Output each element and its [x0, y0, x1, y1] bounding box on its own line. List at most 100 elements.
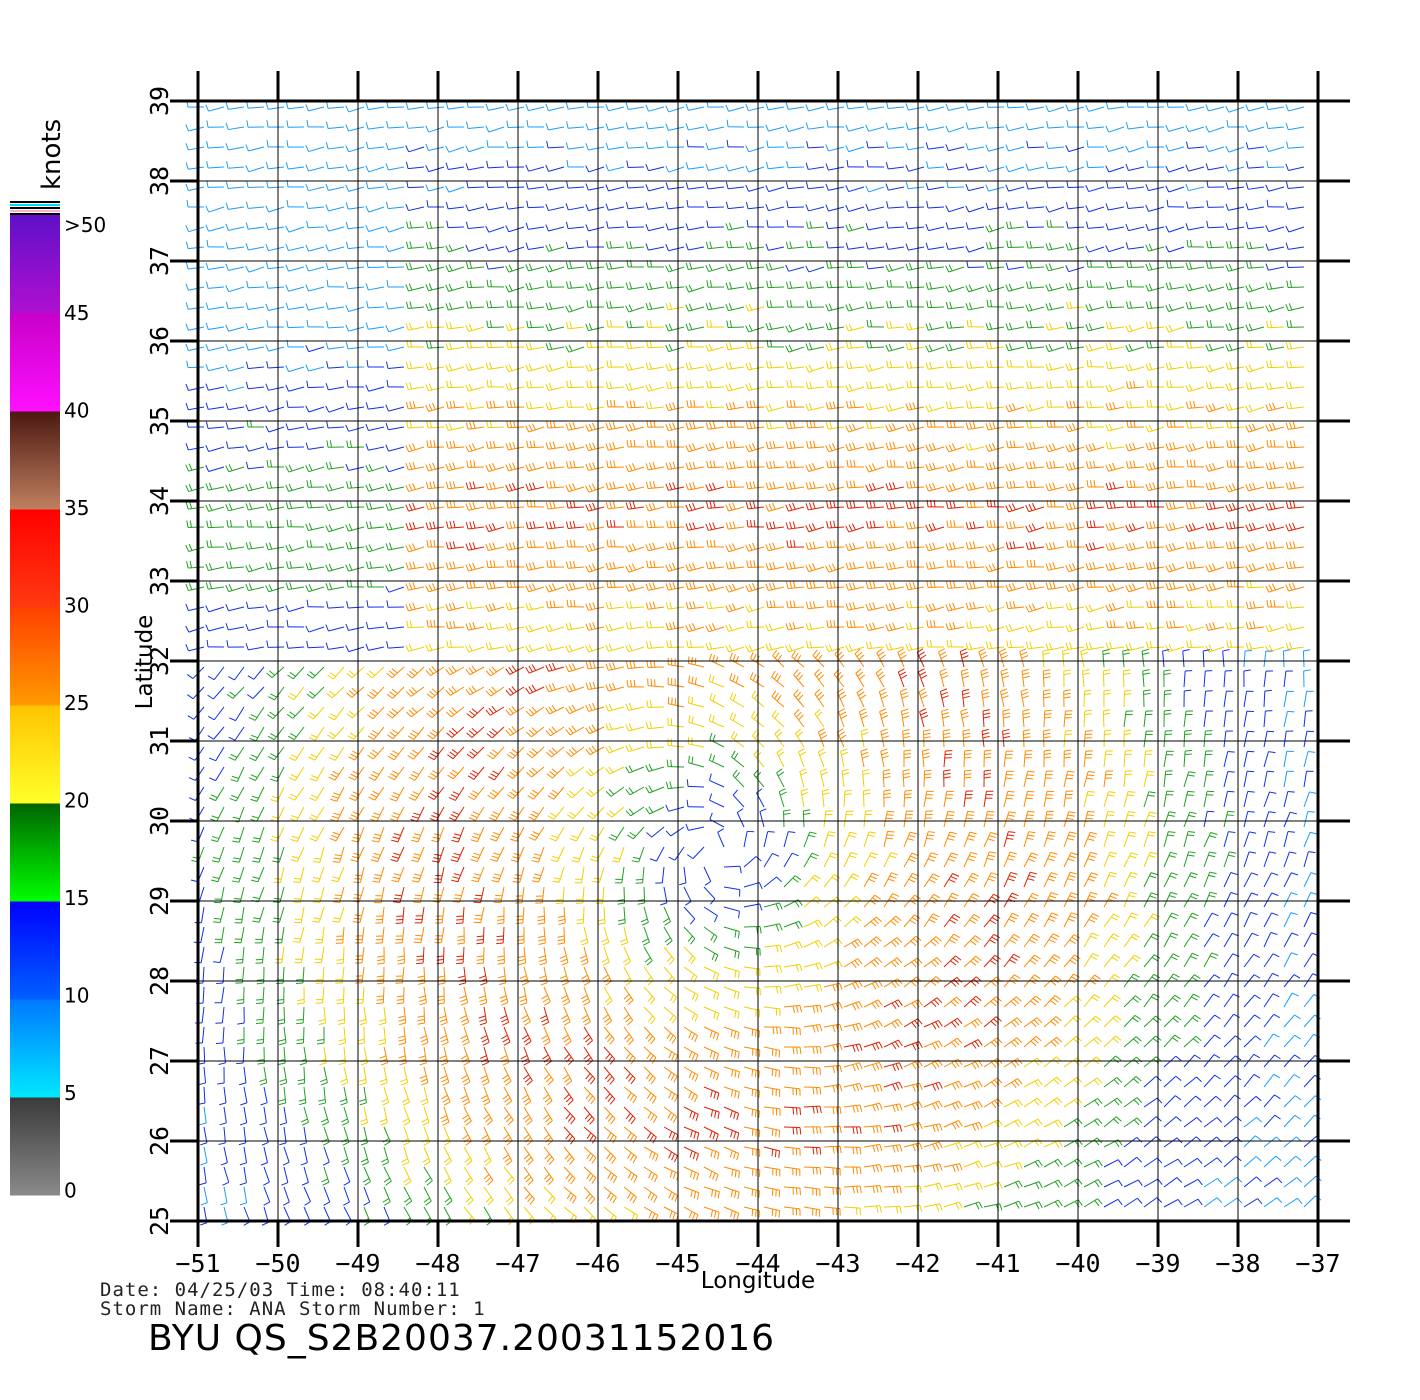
wind-barb: [1226, 183, 1244, 190]
wind-barb: [1004, 1079, 1022, 1088]
wind-barb: [864, 1000, 882, 1009]
wind-barb: [366, 385, 384, 391]
wind-barb: [779, 789, 786, 807]
wind-barb: [240, 1167, 247, 1185]
wind-barb: [1084, 1138, 1102, 1147]
wind-barb: [986, 225, 1004, 232]
wind-barb: [446, 364, 464, 371]
wind-barb: [1266, 541, 1284, 549]
wind-barb: [667, 281, 684, 288]
wind-barb: [1144, 771, 1155, 787]
wind-barb: [1144, 1057, 1161, 1067]
wind-barb: [484, 1167, 493, 1185]
wind-barb: [1204, 671, 1212, 687]
wind-barb: [1184, 690, 1191, 707]
wind-barb: [484, 1147, 491, 1165]
wind-barb: [886, 423, 904, 431]
wind-barb: [1204, 953, 1218, 967]
wind-barb: [270, 827, 284, 841]
wind-barb: [924, 1204, 942, 1211]
wind-barb: [668, 697, 684, 707]
wind-barb: [483, 1107, 492, 1125]
wind-barb: [1244, 751, 1254, 767]
wind-barb: [1246, 183, 1264, 190]
wind-barb: [766, 461, 784, 468]
wind-barb: [1164, 690, 1171, 707]
wind-barb: [1084, 1057, 1102, 1067]
wind-barb: [266, 543, 284, 550]
wind-barb: [766, 103, 784, 110]
wind-barb: [279, 1127, 286, 1145]
wind-barb: [543, 1107, 552, 1125]
wind-barb: [506, 521, 524, 528]
wind-barb: [847, 261, 864, 268]
wind-barb: [1186, 401, 1204, 408]
wind-barb: [428, 787, 444, 800]
wind-barb: [646, 786, 664, 793]
wind-barb: [1086, 205, 1104, 211]
wind-barb: [1204, 1198, 1222, 1207]
wind-barb: [824, 811, 833, 827]
wind-barb: [884, 831, 895, 847]
wind-barb: [786, 325, 804, 332]
wind-barb: [1062, 649, 1069, 667]
wind-barb: [786, 482, 804, 490]
wind-barb: [1144, 934, 1159, 947]
wind-barb: [466, 482, 484, 490]
wind-barb: [1204, 934, 1219, 947]
wind-barb: [506, 644, 524, 651]
wind-barb: [826, 361, 844, 368]
wind-barb: [784, 1067, 800, 1075]
wind-barb: [1126, 621, 1144, 628]
wind-barb: [844, 1002, 862, 1011]
wind-barb: [1044, 791, 1054, 807]
wind-barb: [1187, 640, 1204, 647]
wind-barb: [884, 1206, 901, 1213]
wind-barb: [827, 380, 844, 387]
wind-barb: [383, 1127, 390, 1145]
wind-barb: [646, 122, 664, 129]
wind-barb: [1284, 832, 1295, 847]
wind-barb: [646, 481, 664, 488]
wind-barb: [232, 867, 244, 882]
wind-barb: [1224, 791, 1234, 807]
wind-barb: [906, 423, 924, 431]
wind-barb: [529, 827, 544, 840]
wind-barb: [1247, 341, 1264, 348]
wind-barb: [506, 265, 524, 272]
wind-barb: [688, 737, 704, 747]
colorbar-segment: [10, 705, 60, 804]
wind-barb: [414, 927, 424, 943]
wind-barb: [1284, 1015, 1300, 1027]
wind-barb: [490, 847, 504, 861]
wind-barb: [403, 1107, 410, 1125]
wind-barb: [1084, 1199, 1102, 1207]
wind-barb: [1106, 482, 1124, 490]
wind-barb: [206, 625, 224, 631]
wind-barb: [663, 907, 670, 925]
wind-barb: [815, 709, 824, 727]
wind-barb: [506, 246, 524, 252]
wind-barb: [884, 790, 891, 807]
wind-barb: [964, 770, 972, 787]
wind-barb: [1167, 621, 1184, 628]
wind-barb: [302, 1167, 308, 1185]
wind-barb: [627, 827, 644, 839]
wind-barb: [1024, 934, 1040, 947]
y-tick-label: 33: [145, 566, 174, 596]
wind-barb: [943, 730, 950, 747]
y-tick-label: 29: [145, 886, 174, 916]
wind-barb: [1064, 791, 1073, 807]
wind-barb: [626, 423, 644, 431]
wind-barb: [710, 793, 724, 807]
wind-barb: [826, 422, 844, 429]
wind-barb: [386, 183, 404, 190]
wind-barb: [1006, 601, 1024, 609]
wind-barb: [1124, 690, 1131, 707]
wind-barb: [1226, 223, 1244, 230]
wind-barb: [967, 500, 984, 507]
wind-barb: [567, 121, 584, 128]
wind-barb: [827, 521, 844, 528]
wind-barb: [1264, 832, 1275, 847]
colorbar-tick-label: 35: [64, 496, 89, 520]
